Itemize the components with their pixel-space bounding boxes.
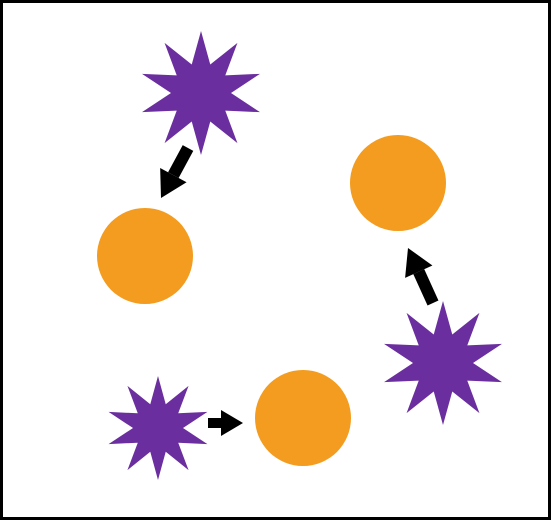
node-circle [350, 135, 446, 231]
edge-arrowhead [221, 410, 243, 436]
node-circle [255, 370, 351, 466]
node-star [109, 376, 208, 480]
node-star [142, 31, 260, 155]
diagram-svg [3, 3, 551, 523]
node-circle [97, 208, 193, 304]
edge-line [419, 272, 433, 303]
edge-line [173, 148, 188, 175]
node-star [384, 301, 502, 425]
diagram-stage [0, 0, 551, 520]
